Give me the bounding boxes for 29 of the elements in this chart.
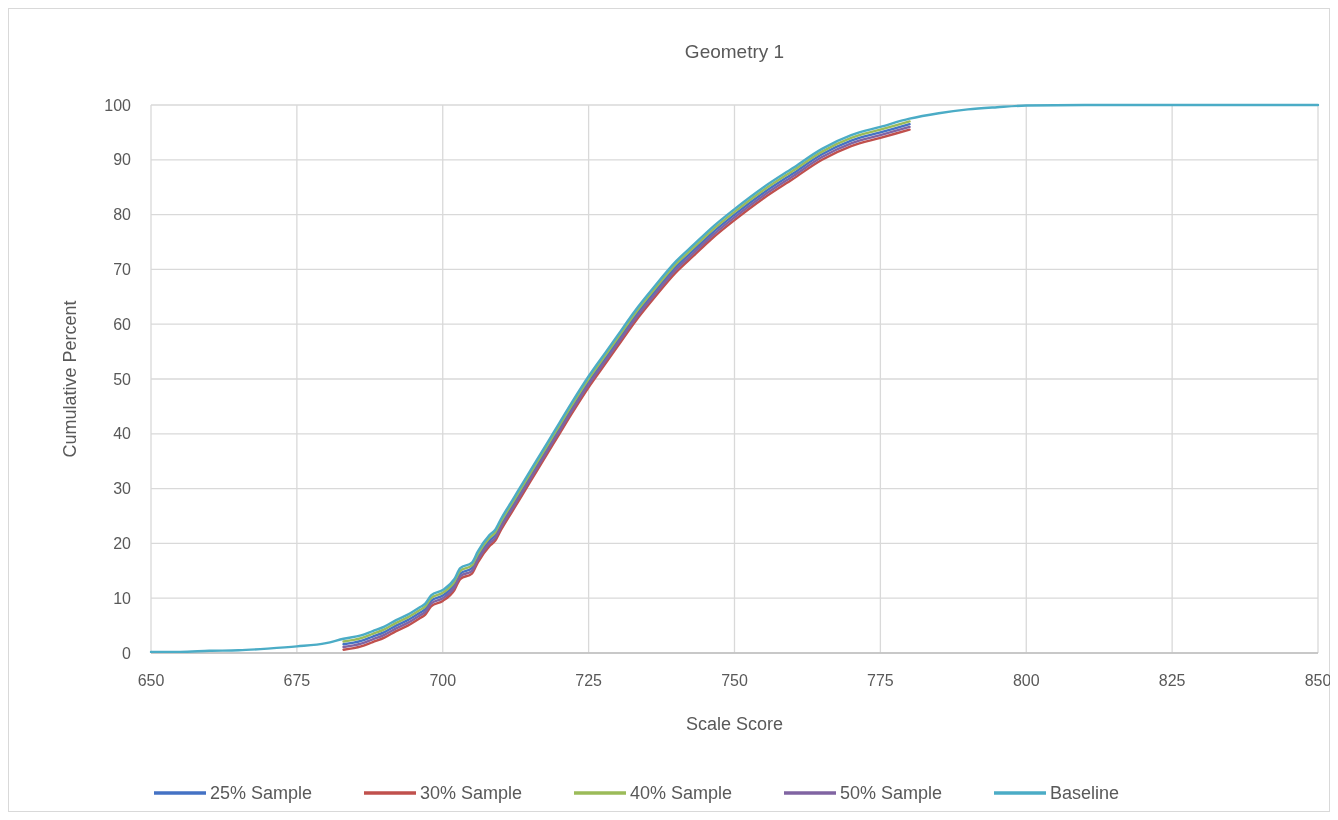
legend-label: 50% Sample bbox=[840, 783, 943, 804]
y-tick-label: 40 bbox=[113, 425, 132, 443]
y-tick-label: 50 bbox=[113, 370, 132, 388]
x-axis-title: Scale Score bbox=[685, 714, 784, 734]
chart-title: Geometry 1 bbox=[684, 41, 785, 62]
y-tick-label: 0 bbox=[122, 644, 132, 662]
x-tick-label: 650 bbox=[137, 672, 165, 689]
legend-label: 30% Sample bbox=[420, 783, 523, 804]
x-tick-label: 725 bbox=[575, 672, 603, 689]
x-tick-label: 850 bbox=[1304, 672, 1332, 689]
legend-label: 40% Sample bbox=[630, 783, 733, 804]
legend-label: 25% Sample bbox=[210, 783, 313, 804]
line-series bbox=[149, 103, 1320, 654]
y-tick-label: 100 bbox=[104, 96, 132, 114]
x-tick-label: 775 bbox=[867, 672, 894, 689]
x-tick-label: 825 bbox=[1158, 672, 1186, 689]
y-tick-label: 70 bbox=[113, 261, 132, 278]
y-tick-label: 20 bbox=[113, 535, 132, 552]
y-tick-label: 10 bbox=[113, 589, 132, 607]
x-tick-label: 700 bbox=[429, 672, 457, 689]
y-tick-label: 60 bbox=[113, 315, 132, 333]
y-tick-label: 80 bbox=[113, 206, 132, 224]
y-axis-title: Cumulative Percent bbox=[60, 300, 80, 458]
y-tick-label: 90 bbox=[113, 151, 132, 169]
x-tick-label: 750 bbox=[721, 672, 748, 689]
y-tick-label: 30 bbox=[113, 480, 132, 498]
legend-label: Baseline bbox=[1050, 783, 1120, 804]
x-tick-label: 675 bbox=[283, 672, 311, 689]
x-tick-label: 800 bbox=[1012, 672, 1040, 689]
